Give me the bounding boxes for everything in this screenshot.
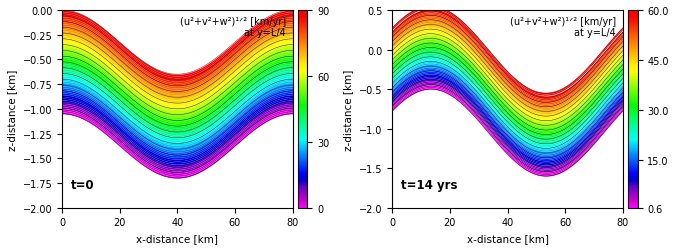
Y-axis label: z-distance [km]: z-distance [km] <box>343 69 354 150</box>
Text: (u²+v²+w²)¹ᐟ² [km/yr]
at y=L/4: (u²+v²+w²)¹ᐟ² [km/yr] at y=L/4 <box>510 17 616 38</box>
Text: t=0: t=0 <box>71 178 95 191</box>
X-axis label: x-distance [km]: x-distance [km] <box>466 233 548 243</box>
Y-axis label: z-distance [km]: z-distance [km] <box>7 69 17 150</box>
X-axis label: x-distance [km]: x-distance [km] <box>137 233 218 243</box>
Text: t=14 yrs: t=14 yrs <box>402 178 458 191</box>
Text: (u²+v²+w²)¹ᐟ² [km/yr]
at y=L/4: (u²+v²+w²)¹ᐟ² [km/yr] at y=L/4 <box>180 17 286 38</box>
